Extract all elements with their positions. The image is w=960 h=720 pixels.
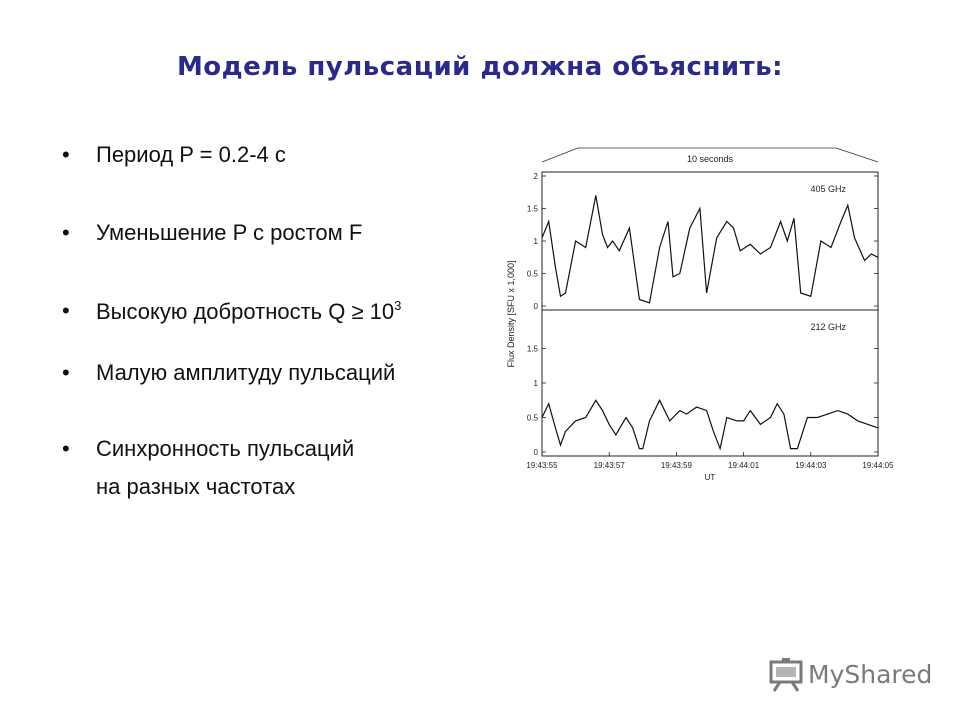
series-label: 405 GHz bbox=[810, 184, 846, 194]
myshared-logo: MyShared bbox=[766, 655, 936, 695]
bullet-text: Синхронность пульсаций bbox=[96, 436, 355, 461]
x-tick-label: 19:44:05 bbox=[862, 461, 894, 470]
slide-title: Модель пульсаций должна объяснить: bbox=[176, 52, 784, 82]
bullet-text-with-exponent: Высокую добротность Q ≥ 103 bbox=[96, 298, 401, 325]
bullet-text: Уменьшение P с ростом F bbox=[96, 220, 363, 245]
x-tick-label: 19:43:55 bbox=[526, 461, 558, 470]
span-label: 10 seconds bbox=[687, 154, 734, 164]
y-tick-label: 1.5 bbox=[527, 345, 539, 354]
exponent: 3 bbox=[394, 298, 402, 313]
logo-text: MyShared bbox=[808, 660, 933, 689]
x-axis-label: UT bbox=[705, 473, 716, 482]
bullet-dot: • bbox=[62, 142, 70, 167]
x-tick-label: 19:44:03 bbox=[795, 461, 827, 470]
y-tick-label: 0.5 bbox=[527, 270, 539, 279]
x-tick-label: 19:43:59 bbox=[661, 461, 693, 470]
series-label: 212 GHz bbox=[810, 322, 846, 332]
x-tick-label: 19:43:57 bbox=[594, 461, 626, 470]
y-tick-label: 1.5 bbox=[527, 205, 539, 214]
bullet-dot: • bbox=[62, 436, 70, 461]
presentation-board-icon bbox=[769, 658, 803, 692]
bullet-text: Малую амплитуду пульсаций bbox=[96, 360, 396, 385]
plot-frame bbox=[541, 171, 879, 457]
y-tick-label: 0 bbox=[534, 302, 539, 311]
series-line-212ghz bbox=[541, 398, 879, 451]
y-tick-label: 0.5 bbox=[527, 414, 539, 423]
flux-density-chart: 10 seconds 0 0.5 1 1.5 2 405 GHz 0 0.5 1 1.5 212 GH… bbox=[506, 147, 894, 482]
bullet-text: Период P = 0.2-4 с bbox=[96, 142, 286, 167]
y-tick-label: 0 bbox=[534, 448, 539, 457]
y-tick-label: 2 bbox=[534, 172, 539, 181]
flux-density-figure: 10 seconds 0 0.5 1 1.5 2 405 GHz 0 0.5 1 1.5 212 GH… bbox=[498, 138, 902, 490]
span-bracket-left bbox=[541, 147, 579, 163]
bullet-dot: • bbox=[62, 298, 70, 323]
series-line-405ghz bbox=[541, 195, 879, 304]
y-tick-label: 1 bbox=[534, 237, 539, 246]
bullet-dot: • bbox=[62, 360, 70, 385]
y-tick-label: 1 bbox=[534, 379, 539, 388]
bullet-dot: • bbox=[62, 220, 70, 245]
bullet-text: Высокую добротность Q ≥ 10 bbox=[96, 299, 395, 324]
bullet-text-continuation: на разных частотах bbox=[96, 474, 296, 499]
span-bracket-right bbox=[835, 147, 879, 163]
x-tick-label: 19:44:01 bbox=[728, 461, 760, 470]
y-axis-label: Flux Density [SFU x 1,000] bbox=[506, 260, 516, 367]
